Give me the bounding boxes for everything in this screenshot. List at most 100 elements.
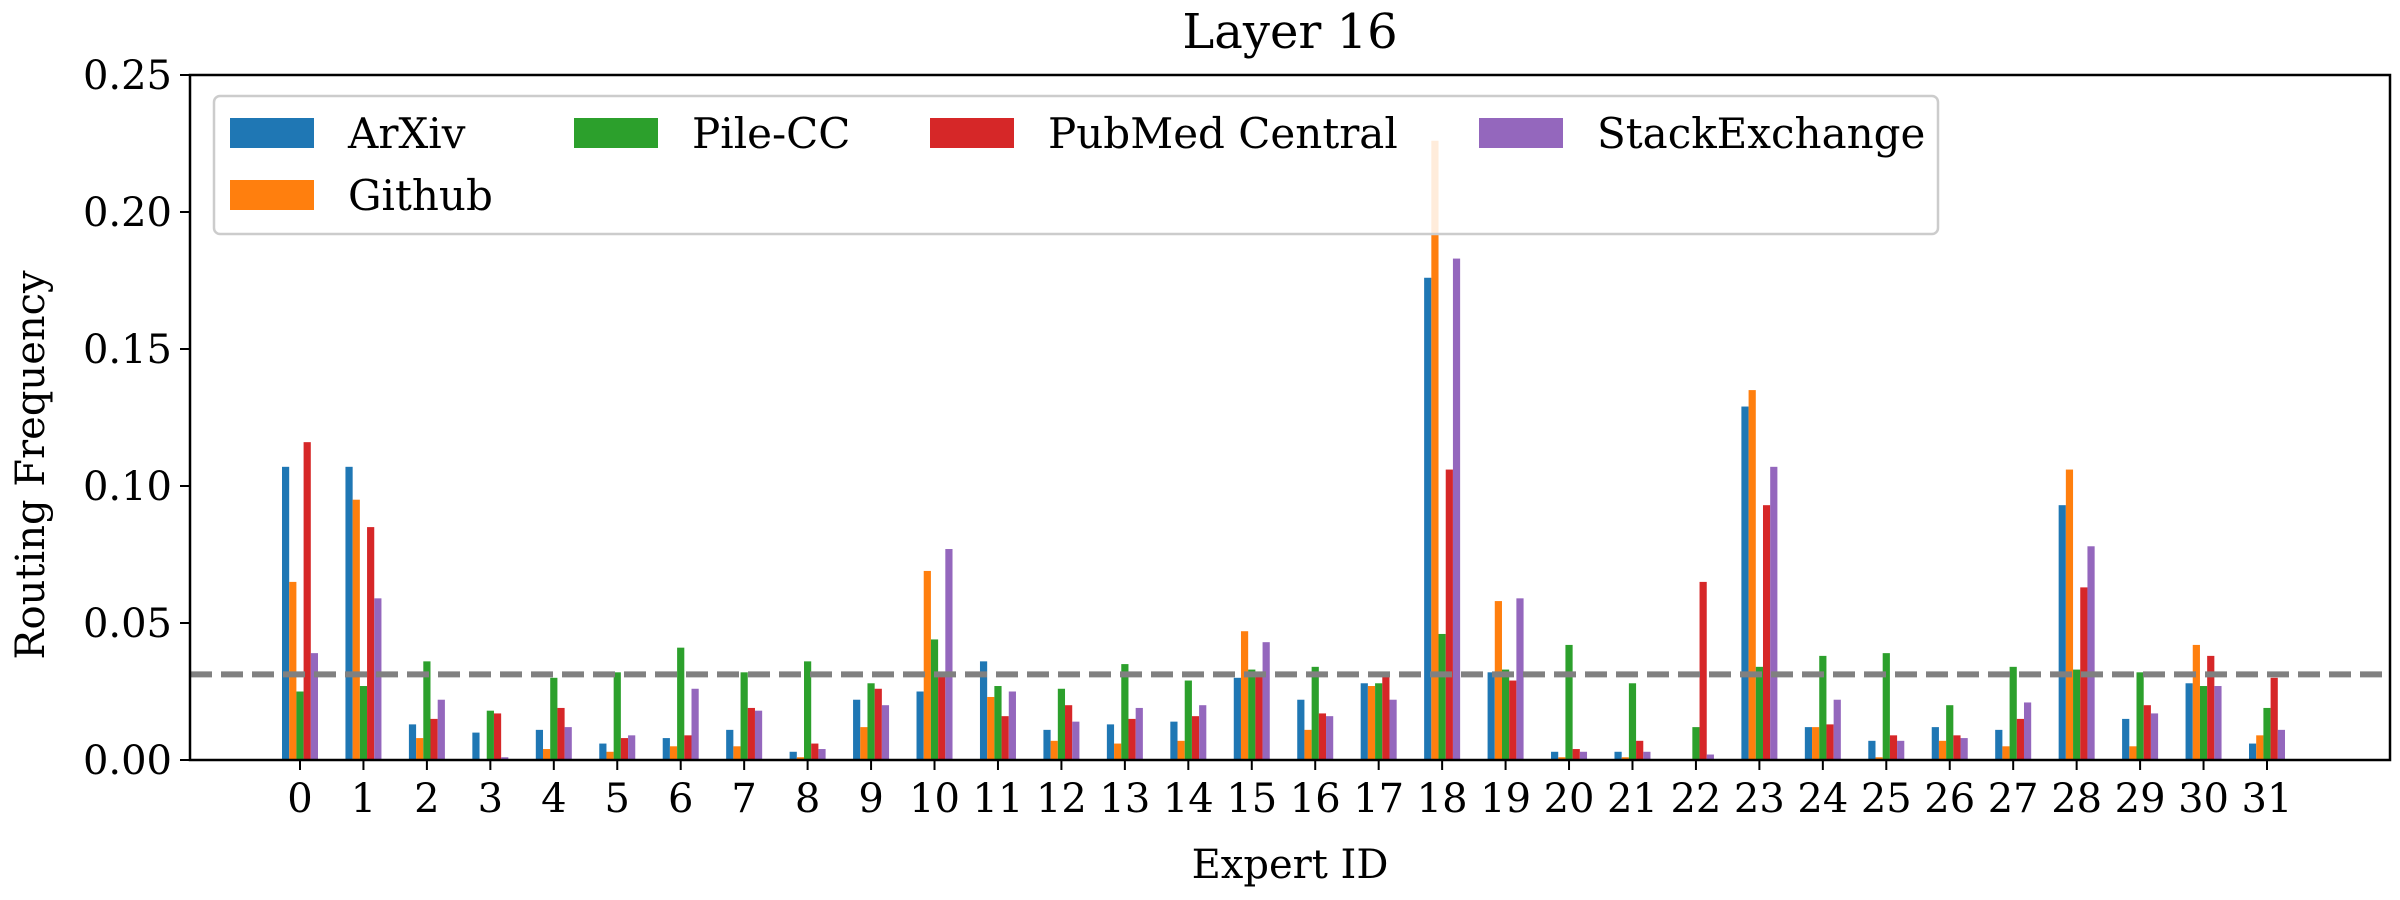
bar-stackexchange-7: [754, 710, 763, 760]
bar-stackexchange-31: [2277, 729, 2285, 760]
bar-pubmed-central-7: [747, 707, 755, 760]
x-tick-label: 10: [909, 776, 960, 822]
bar-pubmed-central-5: [620, 738, 629, 760]
bar-stackexchange-0: [310, 653, 318, 760]
bar-stackexchange-22: [1706, 754, 1714, 760]
bar-pubmed-central-2: [430, 718, 438, 760]
bar-pile-cc-18: [1438, 633, 1446, 760]
bar-pile-cc-11: [994, 686, 1002, 760]
bar-pile-cc-19: [1501, 669, 1510, 760]
bar-github-20: [1558, 757, 1566, 760]
bar-github-27: [2002, 746, 2010, 760]
bar-pile-cc-4: [550, 677, 558, 760]
bar-pubmed-central-22: [1699, 581, 1707, 760]
bar-github-7: [733, 746, 741, 760]
bar-github-9: [860, 727, 868, 760]
bar-arxiv-15: [1233, 677, 1241, 760]
bar-stackexchange-25: [1897, 740, 1905, 760]
bar-pubmed-central-29: [2143, 705, 2151, 760]
bar-github-2: [416, 738, 424, 760]
legend-swatch: [230, 180, 314, 210]
bar-stackexchange-4: [564, 727, 572, 760]
bar-stackexchange-5: [628, 735, 636, 760]
legend-label: Github: [348, 171, 493, 220]
bar-pubmed-central-8: [811, 743, 819, 760]
bar-pile-cc-24: [1819, 655, 1827, 760]
x-tick-label: 25: [1861, 776, 1912, 822]
x-tick-label: 30: [2178, 776, 2229, 822]
bar-arxiv-25: [1868, 740, 1876, 760]
bar-stackexchange-11: [1008, 691, 1016, 760]
bar-pile-cc-23: [1755, 666, 1763, 760]
bar-pile-cc-13: [1121, 664, 1129, 760]
bar-pubmed-central-23: [1762, 505, 1771, 760]
x-tick-label: 7: [731, 776, 756, 822]
x-tick-label: 23: [1734, 776, 1785, 822]
x-tick-label: 24: [1797, 776, 1848, 822]
bar-pile-cc-5: [613, 672, 621, 760]
bar-github-28: [2065, 469, 2074, 760]
y-tick-label: 0.15: [83, 327, 172, 373]
bar-arxiv-29: [2122, 718, 2130, 760]
y-axis: 0.00 0.05 0.10 0.15 0.20 0.25: [83, 53, 190, 784]
bar-stackexchange-15: [1262, 642, 1270, 760]
x-tick-label: 27: [1988, 776, 2039, 822]
bar-stackexchange-6: [691, 688, 699, 760]
plot-frame: [188, 73, 2392, 762]
bar-pile-cc-10: [930, 639, 939, 760]
bar-pile-cc-3: [486, 710, 494, 760]
bar-pubmed-central-6: [684, 735, 692, 760]
bar-pile-cc-12: [1057, 688, 1066, 760]
bar-pubmed-central-15: [1255, 675, 1263, 760]
bar-pile-cc-22: [1692, 727, 1700, 760]
bar-pile-cc-31: [2263, 707, 2271, 760]
bar-pile-cc-2: [423, 661, 431, 760]
bar-stackexchange-28: [2087, 546, 2095, 760]
bar-arxiv-24: [1804, 727, 1813, 760]
bar-stackexchange-13: [1135, 707, 1143, 760]
bar-pubmed-central-30: [2207, 655, 2215, 760]
bar-stackexchange-9: [881, 705, 890, 760]
bar-stackexchange-14: [1199, 705, 1207, 760]
bar-pile-cc-30: [2199, 686, 2208, 760]
y-tick-label: 0.10: [83, 464, 172, 510]
bar-pubmed-central-11: [1001, 716, 1009, 760]
bar-github-25: [1875, 757, 1883, 760]
bar-arxiv-10: [916, 691, 924, 760]
bar-pubmed-central-14: [1191, 716, 1200, 760]
x-tick-label: 9: [858, 776, 883, 822]
bar-stackexchange-27: [2023, 702, 2032, 760]
bar-pubmed-central-24: [1826, 724, 1834, 760]
bar-pubmed-central-16: [1318, 713, 1327, 760]
y-tick-label: 0.05: [83, 601, 172, 647]
bar-github-29: [2129, 746, 2137, 760]
bar-github-13: [1114, 743, 1122, 760]
bar-arxiv-9: [853, 699, 861, 760]
y-tick-label: 0.20: [83, 190, 172, 236]
bar-arxiv-12: [1043, 729, 1051, 760]
x-tick-label: 3: [478, 776, 503, 822]
x-tick-label: 6: [668, 776, 693, 822]
bar-pile-cc-27: [2009, 666, 2017, 760]
bar-pubmed-central-18: [1445, 469, 1453, 760]
bar-pubmed-central-4: [557, 707, 565, 760]
legend: ArXiv Github Pile-CC PubMed Central StackExc…: [212, 94, 1940, 236]
x-axis: 0 1 2 3 4 5 6 7 8 9 10 11 12 13 14 15 16 17 18 19 20 21 22 23 24…: [287, 760, 2292, 822]
bar-pubmed-central-27: [2016, 718, 2024, 760]
bar-pile-cc-9: [867, 683, 875, 760]
bar-pubmed-central-0: [303, 442, 311, 760]
y-axis-label: Routing Frequency: [8, 270, 54, 660]
bar-github-1: [352, 499, 360, 760]
legend-swatch: [230, 118, 314, 148]
bar-github-15: [1240, 631, 1249, 760]
bar-pile-cc-25: [1882, 653, 1890, 760]
x-axis-label: Expert ID: [1192, 842, 1389, 888]
x-tick-label: 1: [351, 776, 376, 822]
bar-github-21: [1621, 757, 1629, 760]
bar-pile-cc-1: [359, 686, 368, 760]
bar-arxiv-23: [1741, 406, 1749, 760]
bar-github-19: [1494, 601, 1502, 760]
bar-stackexchange-1: [374, 598, 382, 760]
bar-pubmed-central-20: [1572, 749, 1580, 760]
